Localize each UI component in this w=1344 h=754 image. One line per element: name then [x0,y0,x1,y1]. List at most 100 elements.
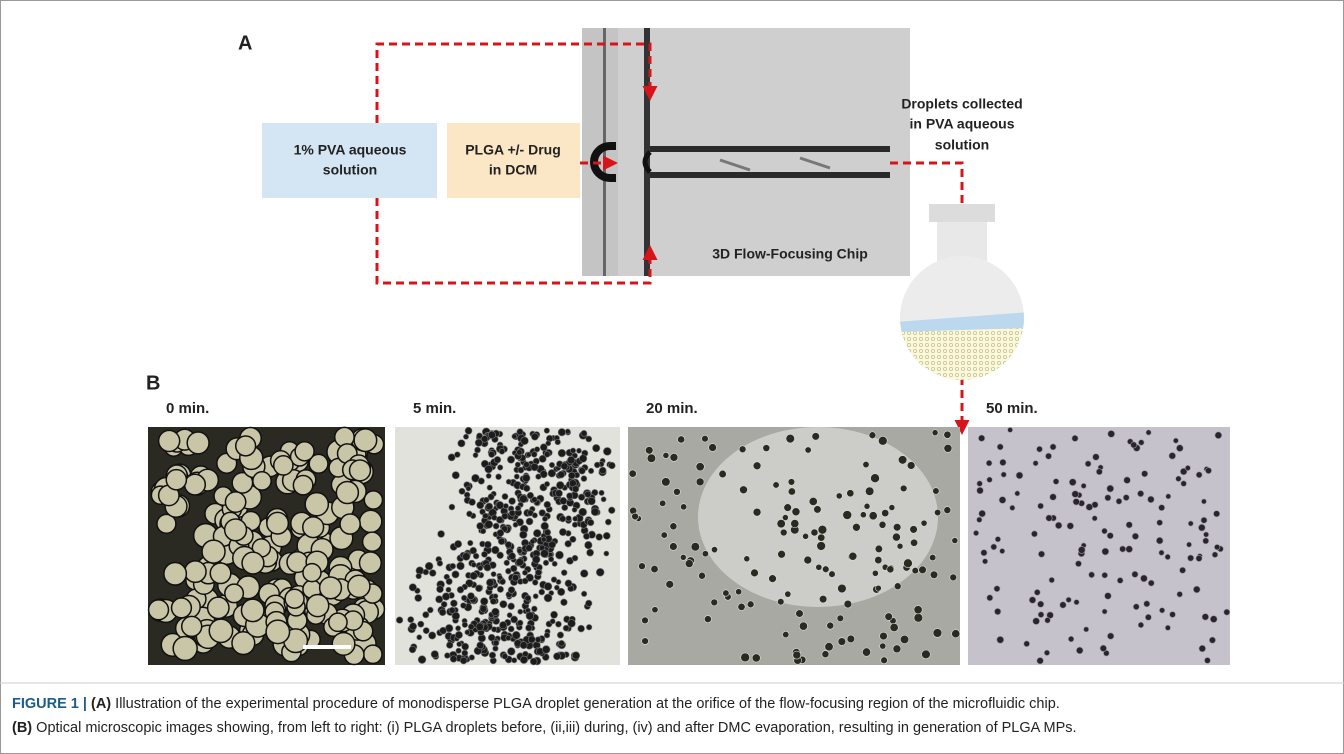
droplet [565,540,572,547]
droplet [1198,524,1205,531]
droplet [531,433,538,440]
droplet [555,621,561,627]
droplet [531,606,537,612]
droplet [1038,612,1044,618]
droplet [818,525,827,534]
droplet [752,654,760,662]
droplet [994,608,1000,614]
droplet [661,532,667,538]
droplet [437,561,443,567]
droplet [1212,552,1218,558]
droplet [348,575,370,597]
droplet [336,481,358,503]
droplet [1181,481,1187,487]
droplet [429,632,436,639]
droplet [1140,575,1147,582]
droplet [1089,572,1095,578]
droplet [1202,614,1209,621]
droplet [1203,532,1208,537]
droplet [587,549,594,556]
droplet [484,541,491,548]
droplet [977,517,982,522]
droplet [456,648,461,653]
droplet [1060,602,1067,609]
droplet [483,513,489,519]
droplet [818,534,825,541]
droplet [210,563,231,584]
droplet [903,559,912,568]
droplet [863,461,869,467]
droplet [274,456,293,475]
droplet [486,473,491,478]
droplet [744,556,750,562]
droplet [561,463,568,470]
droplet [455,540,462,547]
droplet [1067,523,1074,530]
droplet [532,513,537,518]
droplet [880,643,886,649]
droplet [875,556,882,563]
droplet [982,559,987,564]
droplet [459,488,465,494]
droplet [507,456,514,463]
droplet [1148,580,1154,586]
droplet [429,570,436,577]
droplet [1201,517,1207,523]
droplet [441,601,447,607]
micrograph [148,427,385,665]
droplet [581,476,587,482]
droplet [594,462,600,468]
droplet [340,514,360,534]
droplet [572,522,577,527]
droplet [773,482,779,488]
droplet [651,565,658,572]
droplet [914,606,922,614]
droplet [396,617,403,624]
droplet [567,456,575,464]
droplet [852,523,860,531]
micrograph [628,427,960,665]
droplet [295,442,314,461]
droplet [490,598,496,604]
droplet [520,642,527,649]
droplet [580,570,588,578]
droplet [506,479,511,484]
droplet [585,491,591,497]
droplet [307,595,329,617]
droplet [1076,647,1083,654]
microscope-images: 0 min.5 min.20 min.50 min. [148,400,1230,665]
droplet [588,497,596,505]
droplet [1000,459,1006,465]
droplet [788,479,795,486]
droplet [493,646,499,652]
droplet [409,646,416,653]
droplet [809,497,817,505]
droplet [525,595,531,601]
droplet [596,534,603,541]
droplet [492,608,500,616]
droplet [719,470,727,478]
droplet [599,467,606,474]
droplet [444,653,450,659]
droplet [487,485,492,490]
droplet [185,474,206,495]
droplet [978,435,984,441]
droplet [944,444,952,452]
droplet [548,557,553,562]
droplet [1053,479,1059,485]
caption-line: FIGURE 1 | (A) Illustration of the exper… [12,696,1060,712]
droplet [1108,430,1115,437]
droplet [1075,561,1081,567]
box-text: in DCM [489,162,537,178]
droplet [608,507,615,514]
droplet [1068,636,1074,642]
droplet [711,599,718,606]
droplet [987,595,993,601]
droplet [526,625,533,632]
droplet [473,553,479,559]
droplet [485,520,493,528]
droplet [466,486,471,491]
droplet [900,635,909,644]
droplet [838,584,847,593]
droplet [666,580,674,588]
